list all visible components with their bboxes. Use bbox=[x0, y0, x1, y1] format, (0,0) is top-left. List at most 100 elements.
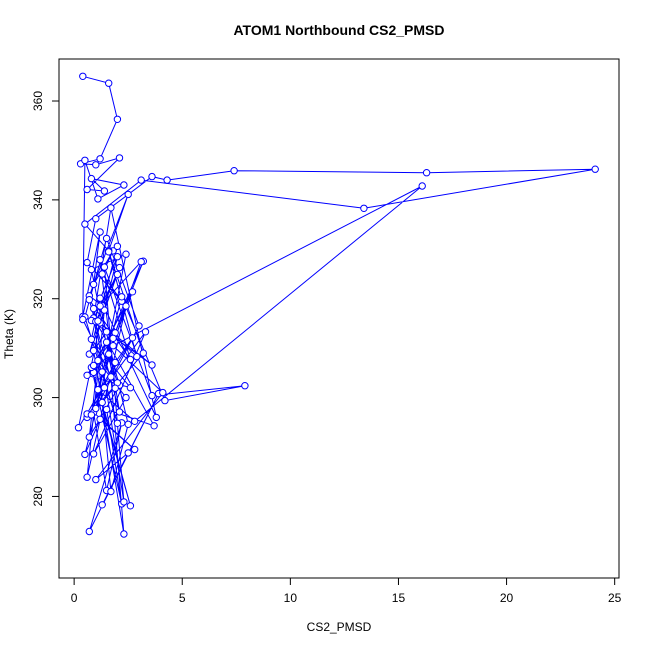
data-point bbox=[126, 502, 135, 510]
data-point bbox=[81, 156, 89, 165]
data-point bbox=[113, 253, 122, 261]
x-axis-label: CS2_PMSD bbox=[307, 620, 372, 634]
data-point bbox=[152, 413, 161, 422]
chart-title: ATOM1 Northbound CS2_PMSD bbox=[233, 22, 444, 38]
y-tick-label: 340 bbox=[31, 190, 45, 210]
data-point bbox=[83, 185, 91, 194]
data-point bbox=[85, 296, 94, 304]
data-point bbox=[107, 373, 115, 381]
data-point bbox=[124, 190, 132, 199]
data-point bbox=[113, 115, 122, 124]
data-point bbox=[83, 258, 91, 267]
data-point bbox=[92, 475, 100, 484]
data-point bbox=[100, 384, 109, 392]
data-point bbox=[161, 396, 169, 405]
data-point bbox=[107, 487, 115, 496]
data-point bbox=[591, 165, 599, 173]
data-point bbox=[141, 328, 150, 336]
data-point bbox=[128, 334, 137, 342]
data-point bbox=[85, 527, 94, 536]
data-point bbox=[109, 342, 117, 350]
data-point bbox=[118, 293, 126, 301]
plot-frame bbox=[58, 58, 620, 579]
data-point bbox=[241, 382, 249, 390]
data-point bbox=[98, 501, 106, 509]
data-point bbox=[113, 270, 122, 279]
data-point bbox=[89, 346, 98, 355]
data-point bbox=[150, 422, 158, 430]
data-point bbox=[79, 72, 87, 81]
y-tick-label: 280 bbox=[31, 486, 45, 506]
data-point bbox=[126, 355, 135, 364]
data-point bbox=[148, 172, 156, 181]
data-point bbox=[422, 169, 431, 177]
data-point bbox=[113, 242, 122, 251]
data-point bbox=[87, 335, 96, 343]
data-point bbox=[87, 265, 96, 274]
data-point bbox=[113, 419, 122, 427]
data-point bbox=[94, 356, 102, 365]
data-point bbox=[87, 411, 96, 419]
data-point bbox=[131, 417, 139, 425]
data-point bbox=[83, 371, 91, 379]
y-axis-label: Theta (K) bbox=[2, 309, 16, 359]
data-point bbox=[98, 368, 106, 376]
data-point bbox=[128, 288, 137, 296]
data-point bbox=[92, 215, 100, 223]
data-point bbox=[94, 317, 102, 325]
data-point bbox=[111, 384, 119, 392]
data-point bbox=[124, 449, 132, 457]
x-tick-label: 25 bbox=[608, 591, 622, 605]
x-tick-label: 5 bbox=[179, 591, 186, 605]
data-point bbox=[122, 393, 130, 402]
x-tick-label: 15 bbox=[392, 591, 406, 605]
data-point bbox=[122, 250, 130, 258]
x-tick-label: 20 bbox=[500, 591, 514, 605]
data-point bbox=[109, 334, 117, 342]
data-point bbox=[120, 181, 128, 189]
data-point bbox=[96, 155, 104, 163]
data-point bbox=[115, 154, 124, 162]
data-point bbox=[74, 424, 83, 432]
y-tick-label: 300 bbox=[31, 387, 45, 407]
data-point bbox=[124, 420, 132, 428]
data-point bbox=[115, 408, 124, 416]
data-point bbox=[94, 195, 102, 203]
data-point bbox=[111, 358, 119, 367]
data-point bbox=[163, 176, 171, 184]
data-point bbox=[96, 415, 104, 423]
data-point bbox=[139, 349, 148, 357]
data-point bbox=[137, 176, 145, 184]
data-point bbox=[89, 304, 98, 313]
data-point bbox=[85, 433, 94, 441]
data-point bbox=[96, 302, 104, 310]
data-point bbox=[115, 263, 124, 272]
data-point bbox=[89, 450, 98, 458]
data-point bbox=[105, 79, 113, 87]
data-point bbox=[96, 228, 104, 236]
data-point bbox=[81, 220, 89, 228]
data-point bbox=[98, 398, 106, 407]
data-point bbox=[89, 280, 98, 289]
y-axis: 280 300 320 340 360 bbox=[31, 91, 60, 506]
data-point bbox=[98, 270, 106, 278]
series-layer bbox=[74, 72, 599, 538]
data-point bbox=[418, 182, 426, 190]
data-point bbox=[131, 445, 139, 454]
data-point bbox=[79, 315, 87, 324]
y-tick-label: 320 bbox=[31, 288, 45, 308]
data-point bbox=[230, 167, 238, 175]
data-point bbox=[159, 388, 167, 397]
data-point bbox=[100, 187, 109, 195]
data-point bbox=[102, 328, 111, 336]
data-point bbox=[92, 404, 100, 413]
series-line bbox=[78, 75, 596, 535]
data-point bbox=[120, 530, 128, 538]
data-point bbox=[135, 322, 143, 330]
data-point bbox=[81, 450, 89, 459]
data-point bbox=[89, 361, 98, 370]
data-point bbox=[83, 473, 91, 481]
data-point bbox=[92, 161, 100, 169]
data-point bbox=[105, 248, 113, 256]
